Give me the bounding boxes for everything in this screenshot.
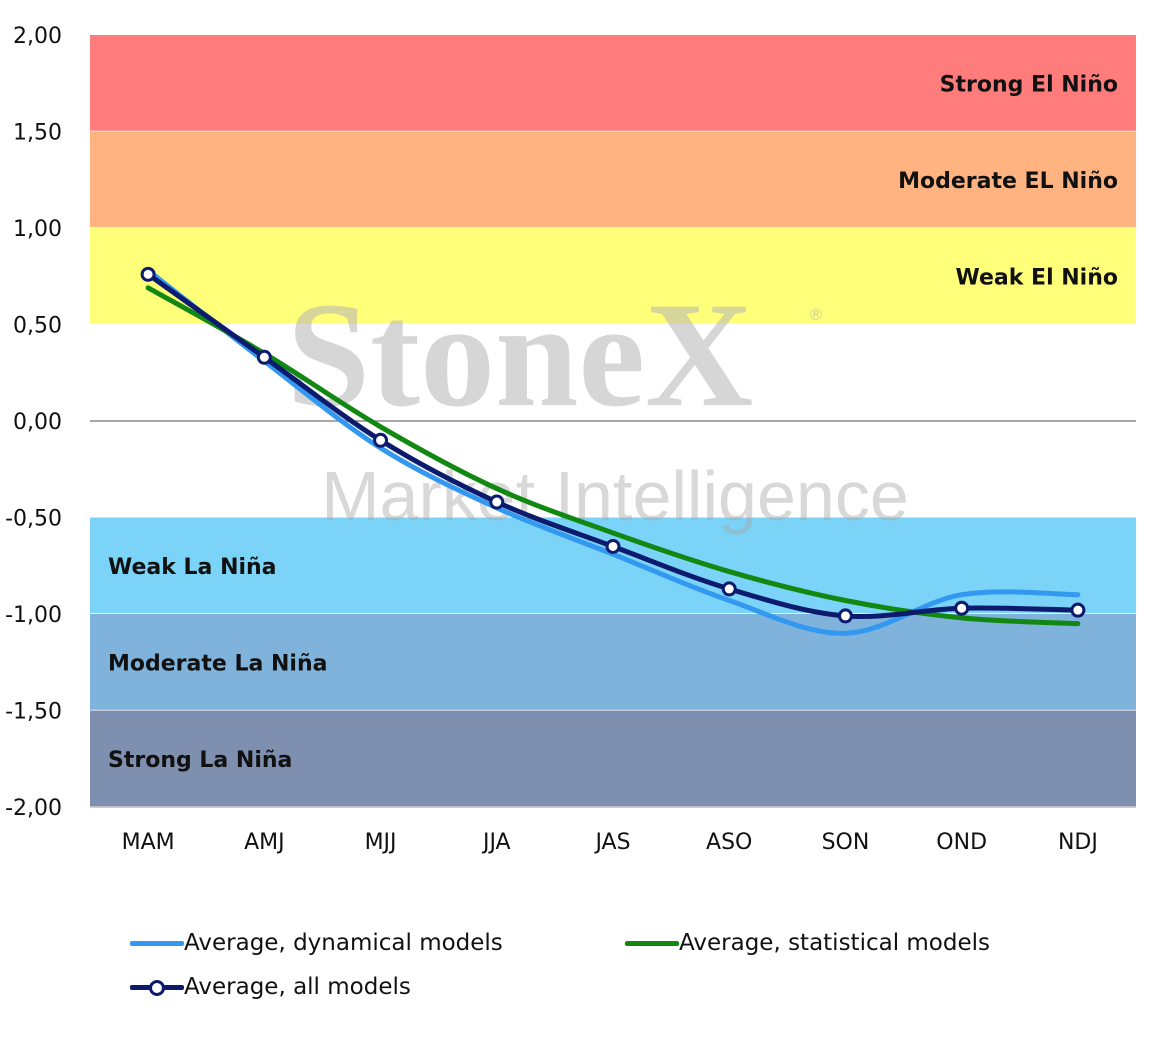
x-tick-label: SON (822, 830, 870, 855)
band-label: Weak El Niño (956, 265, 1119, 290)
band-label: Weak La Niña (108, 555, 277, 580)
band-0 (90, 35, 1136, 132)
band-5 (90, 710, 1136, 807)
band-label: Moderate La Niña (108, 651, 327, 676)
legend-item-all: Average, all models (130, 974, 411, 1000)
x-tick-label: JJA (481, 830, 511, 855)
band-label: Strong La Niña (108, 748, 292, 773)
x-tick-label: NDJ (1058, 830, 1098, 855)
x-tick-label: ASO (706, 830, 752, 855)
x-tick-label: MJJ (365, 830, 397, 855)
y-tick-label: -2,00 (5, 796, 62, 821)
data-point-all (1070, 602, 1086, 618)
y-tick-label: -1,00 (5, 603, 62, 628)
data-point-all (605, 538, 621, 554)
enso-bands: Strong El Niño Moderate EL Niño Weak El Ni… (90, 35, 1136, 808)
legend-swatch-dynamical (130, 936, 184, 950)
x-tick-label: AMJ (244, 830, 285, 855)
band-1 (90, 131, 1136, 228)
legend-label: Average, dynamical models (184, 930, 503, 956)
legend-item-dynamical: Average, dynamical models (130, 930, 503, 956)
x-tick-label: OND (936, 830, 987, 855)
chart-series (140, 266, 1086, 636)
x-tick-label: JAS (593, 830, 630, 855)
y-tick-label: 1,50 (13, 121, 62, 146)
band-2 (90, 228, 1136, 325)
legend-swatch-all (130, 980, 184, 996)
data-point-all (140, 266, 156, 282)
y-tick-label: 0,50 (13, 314, 62, 339)
data-point-all (721, 581, 737, 597)
stonex-watermark: StoneX ® Market Intelligence (287, 272, 909, 535)
watermark-subtitle: Market Intelligence (321, 457, 909, 535)
y-tick-label: 0,00 (13, 410, 62, 435)
x-tick-label: MAM (122, 830, 175, 855)
data-point-all (837, 608, 853, 624)
legend-swatch-statistical (625, 936, 679, 950)
y-tick-label: -0,50 (5, 507, 62, 532)
band-4 (90, 614, 1136, 711)
data-point-all (256, 349, 272, 365)
watermark-registered-mark: ® (808, 305, 824, 324)
band-label: Strong El Niño (940, 72, 1118, 97)
y-tick-label: -1,50 (5, 700, 62, 725)
data-point-all (373, 432, 389, 448)
chart-axes: 2,00 1,50 1,00 0,50 0,00 -0,50 -1,00 -1,50 -2,00… (5, 24, 1136, 855)
legend-label: Average, all models (184, 974, 411, 1000)
band-label: Moderate EL Niño (898, 169, 1118, 194)
legend-item-statistical: Average, statistical models (625, 930, 990, 956)
watermark-brand: StoneX (287, 272, 754, 438)
y-tick-label: 1,00 (13, 217, 62, 242)
data-point-all (954, 600, 970, 616)
y-tick-label: 2,00 (13, 24, 62, 49)
legend-label: Average, statistical models (679, 930, 991, 956)
data-point-all (489, 494, 505, 510)
